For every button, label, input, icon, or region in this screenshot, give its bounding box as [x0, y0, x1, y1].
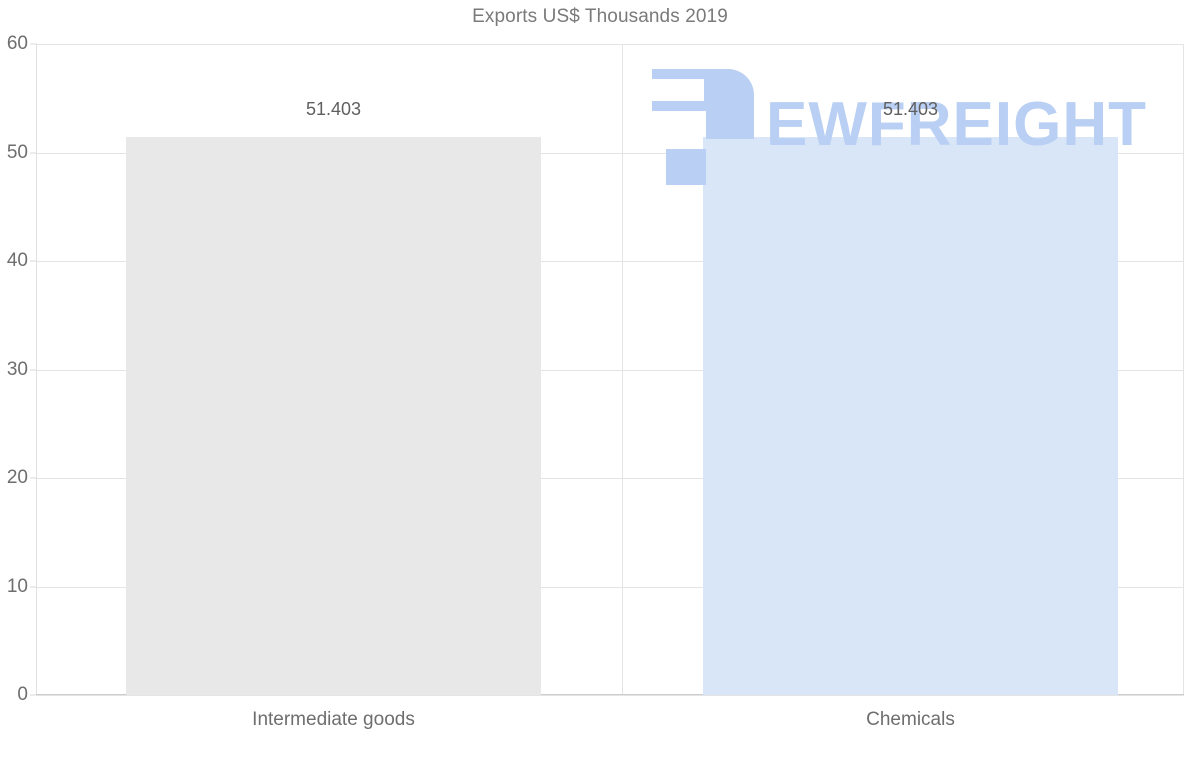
bar-intermediate-goods[interactable] [126, 137, 541, 695]
y-tick-label-0: 0 [17, 684, 28, 705]
gridline-50 [36, 152, 1184, 154]
gridline-40 [36, 261, 1184, 262]
y-tick-mark-30 [30, 369, 37, 370]
gridline-30 [36, 369, 1184, 371]
y-tick-label-20: 20 [6, 467, 28, 488]
plot-area [36, 44, 1184, 696]
y-tick-mark-60 [30, 43, 37, 45]
y-tick-label-50: 50 [6, 141, 28, 163]
gridline-vertical-right [1183, 44, 1184, 695]
y-tick-mark-50 [30, 152, 37, 153]
x-tick-label[interactable]: Intermediate goods [252, 709, 415, 730]
y-tick-label-60: 60 [6, 33, 28, 54]
gridline-60 [36, 44, 1184, 45]
y-tick-mark-0 [30, 694, 37, 696]
y-tick-label-30: 30 [6, 358, 28, 380]
y-tick-mark-10 [30, 586, 37, 587]
y-axis-line [36, 44, 37, 695]
bar-value-label: 51.403 [882, 99, 939, 120]
gridline-20 [36, 478, 1184, 479]
y-tick-mark-20 [30, 477, 37, 479]
gridline-0 [36, 695, 1184, 696]
chart-title: Exports US$ Thousands 2019 [472, 6, 728, 27]
x-axis-baseline [36, 694, 1184, 695]
gridline-10 [36, 586, 1184, 588]
gridline-vertical-center [622, 44, 623, 695]
bar-value-label: 51.403 [305, 99, 362, 120]
y-tick-label-40: 40 [6, 250, 28, 271]
y-tick-label-10: 10 [6, 575, 28, 597]
bar-chemicals[interactable] [703, 137, 1118, 695]
y-tick-mark-40 [30, 260, 37, 262]
x-tick-label[interactable]: Chemicals [866, 709, 955, 730]
